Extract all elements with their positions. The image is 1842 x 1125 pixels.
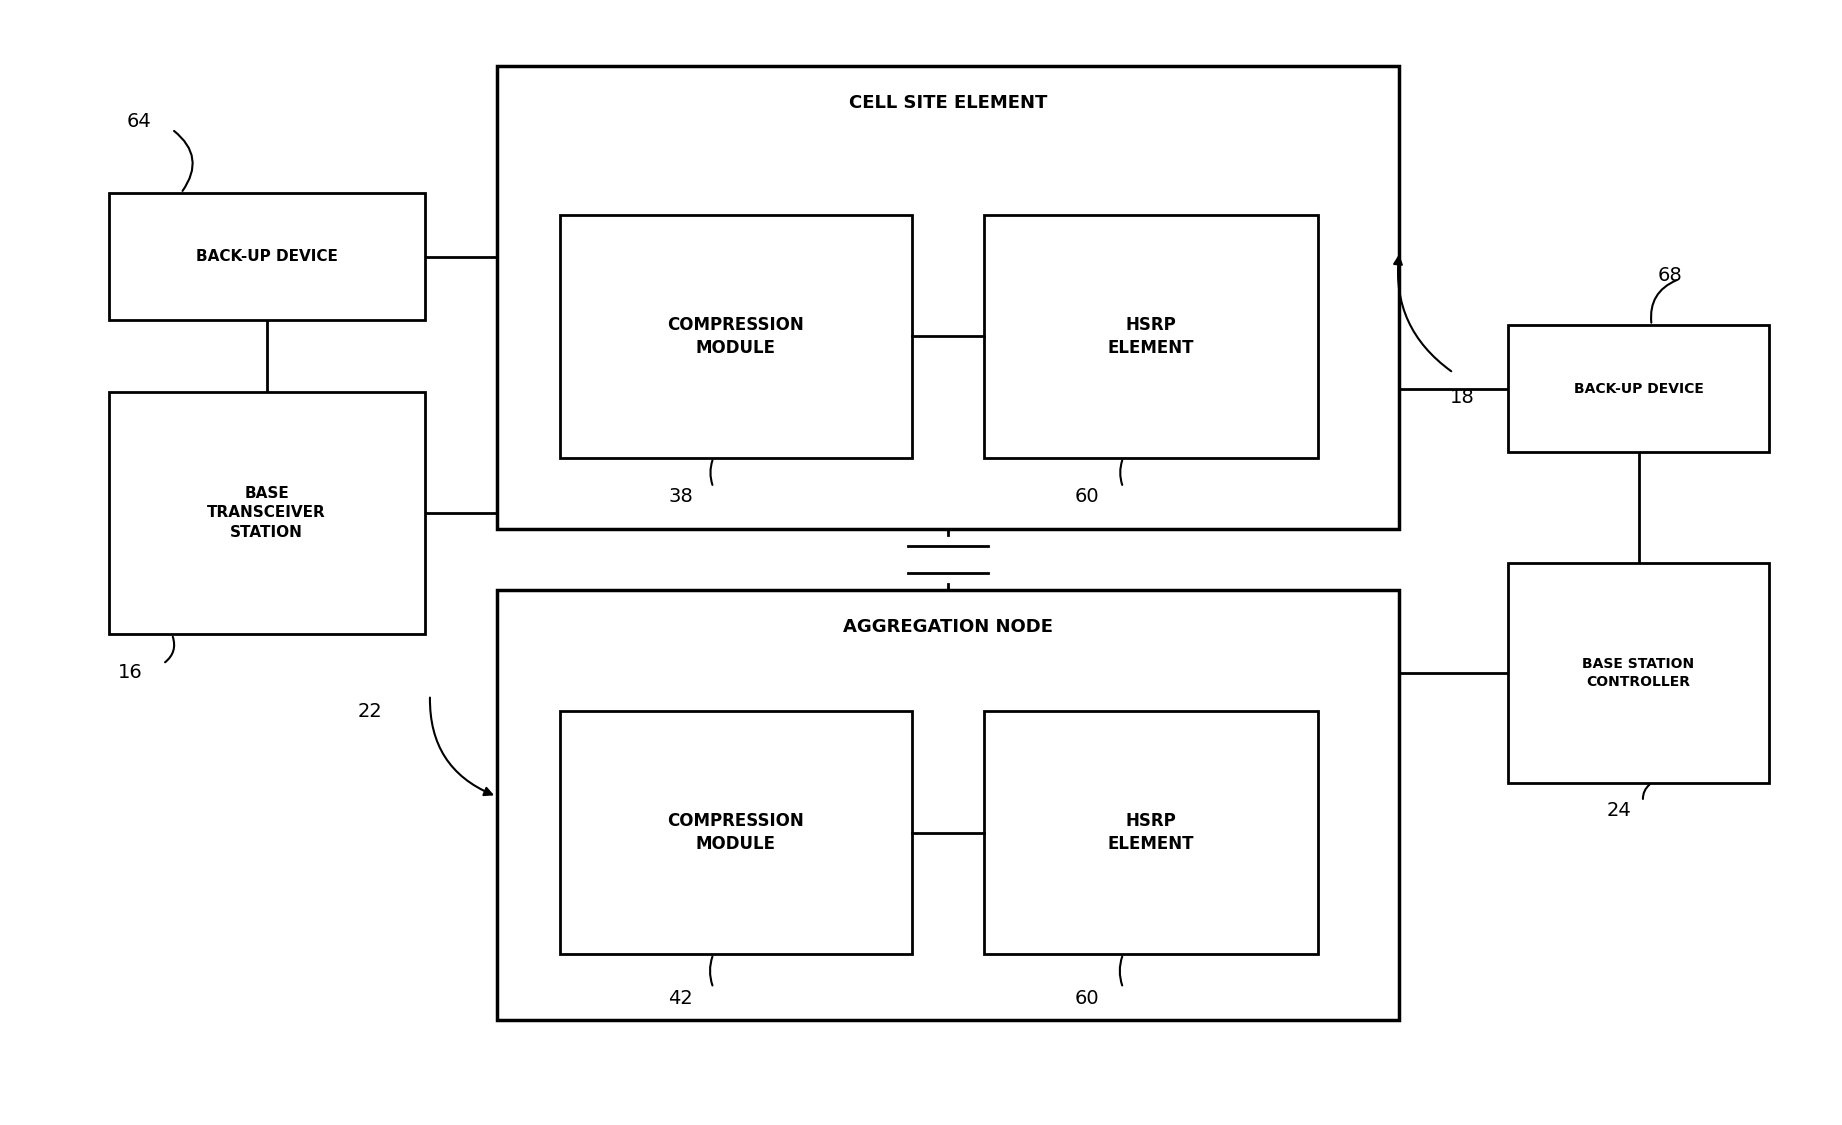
Text: 42: 42 [669,989,693,1008]
Bar [497,66,1400,530]
Bar [984,711,1319,954]
Text: BACK-UP DEVICE: BACK-UP DEVICE [1573,381,1704,396]
Text: 18: 18 [1450,388,1475,406]
Text: COMPRESSION
MODULE: COMPRESSION MODULE [667,316,805,358]
Bar [1507,562,1770,783]
Text: 60: 60 [1074,487,1100,506]
Bar [109,392,424,634]
Text: BASE STATION
CONTROLLER: BASE STATION CONTROLLER [1582,657,1695,688]
Text: 16: 16 [118,664,142,682]
Text: 38: 38 [669,487,693,506]
Bar [984,215,1319,458]
Bar [497,590,1400,1020]
Bar [560,215,912,458]
Text: AGGREGATION NODE: AGGREGATION NODE [844,618,1054,636]
Text: HSRP
ELEMENT: HSRP ELEMENT [1107,316,1194,358]
Text: BASE
TRANSCEIVER
STATION: BASE TRANSCEIVER STATION [208,486,326,540]
Bar [1507,325,1770,452]
Text: CELL SITE ELEMENT: CELL SITE ELEMENT [849,93,1048,111]
Bar [109,193,424,319]
Text: 60: 60 [1074,989,1100,1008]
Text: 24: 24 [1606,801,1632,820]
Text: COMPRESSION
MODULE: COMPRESSION MODULE [667,812,805,854]
Text: HSRP
ELEMENT: HSRP ELEMENT [1107,812,1194,854]
Bar [560,711,912,954]
Text: 64: 64 [127,112,151,130]
Text: 22: 22 [357,702,383,721]
Text: BACK-UP DEVICE: BACK-UP DEVICE [195,249,337,264]
Text: 68: 68 [1658,267,1682,286]
